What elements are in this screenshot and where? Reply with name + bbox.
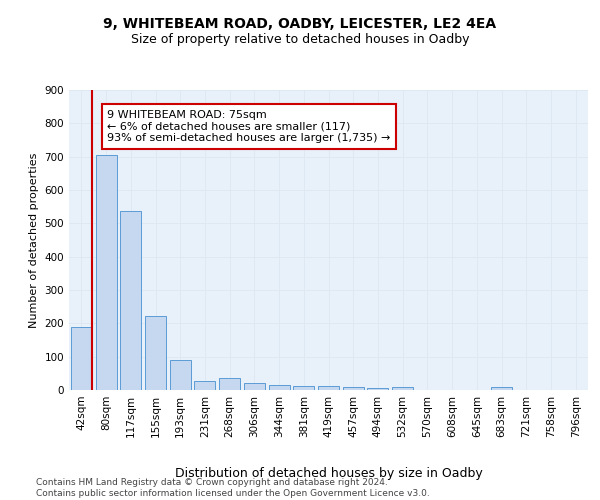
Bar [71, 326, 92, 390]
Bar [170, 360, 191, 390]
Bar [244, 382, 265, 390]
Text: 9 WHITEBEAM ROAD: 75sqm
← 6% of detached houses are smaller (117)
93% of semi-de: 9 WHITEBEAM ROAD: 75sqm ← 6% of detached… [107, 110, 391, 143]
Bar [219, 378, 240, 390]
Bar [120, 210, 141, 390]
Y-axis label: Number of detached properties: Number of detached properties [29, 152, 39, 328]
Bar [194, 381, 215, 390]
Text: 9, WHITEBEAM ROAD, OADBY, LEICESTER, LE2 4EA: 9, WHITEBEAM ROAD, OADBY, LEICESTER, LE2… [103, 18, 497, 32]
Bar [269, 386, 290, 390]
Text: Contains HM Land Registry data © Crown copyright and database right 2024.
Contai: Contains HM Land Registry data © Crown c… [36, 478, 430, 498]
Bar [145, 316, 166, 390]
Bar [367, 388, 388, 390]
Bar [343, 388, 364, 390]
Text: Distribution of detached houses by size in Oadby: Distribution of detached houses by size … [175, 468, 482, 480]
Bar [293, 386, 314, 390]
Bar [491, 388, 512, 390]
Text: Size of property relative to detached houses in Oadby: Size of property relative to detached ho… [131, 32, 469, 46]
Bar [392, 388, 413, 390]
Bar [318, 386, 339, 390]
Bar [95, 155, 116, 390]
